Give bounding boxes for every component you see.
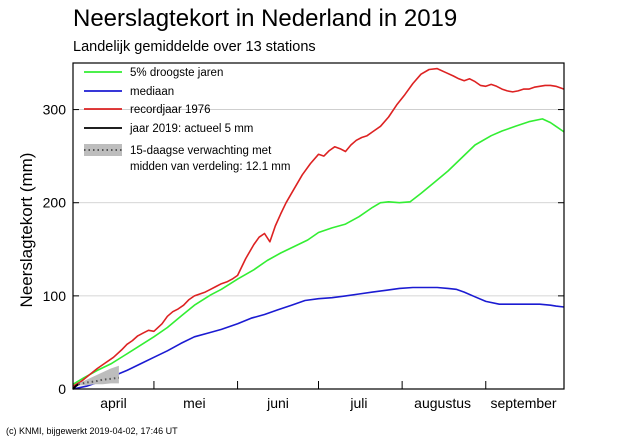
- series-line-mediaan: [72, 286, 565, 390]
- legend: 5% droogste jaren mediaan recordjaar 1976 j…: [84, 67, 290, 173]
- axes: 0 100 200 300 april mei juni juli augustus septem…: [43, 102, 564, 411]
- legend-label: 15-daagse verwachting met: [130, 145, 272, 157]
- plot-area: [72, 67, 565, 390]
- legend-label: jaar 2019: actueel 5 mm: [129, 123, 253, 135]
- credit-text: (c) KNMI, bijgewerkt 2019-04-02, 17:46 U…: [6, 426, 178, 436]
- legend-label: mediaan: [130, 86, 174, 98]
- legend-label: 5% droogste jaren: [130, 67, 223, 79]
- y-tick-label: 0: [58, 381, 66, 397]
- chart-subtitle: Landelijk gemiddelde over 13 stations: [73, 39, 316, 55]
- gridlines: [73, 109, 564, 297]
- x-tick-label: augustus: [414, 395, 471, 411]
- y-tick-label: 200: [43, 195, 67, 211]
- y-axis-label: Neerslagtekort (mm): [17, 153, 36, 308]
- x-tick-label: juni: [266, 395, 289, 411]
- x-tick-label: juli: [349, 395, 367, 411]
- x-tick-label: september: [490, 395, 556, 411]
- y-tick-label: 300: [43, 102, 67, 118]
- forecast-band: [78, 365, 119, 386]
- legend-label-line2: midden van verdeling: 12.1 mm: [130, 161, 290, 173]
- chart-title: Neerslagtekort in Nederland in 2019: [73, 5, 457, 32]
- series-line-recordjaar-1976: [72, 67, 565, 387]
- series-line-jaar-2019-actueel-5-mm: [72, 383, 79, 390]
- series-line-5-droogste-jaren: [72, 118, 565, 385]
- y-tick-label: 100: [43, 288, 67, 304]
- x-tick-label: mei: [183, 395, 206, 411]
- legend-label: recordjaar 1976: [130, 104, 211, 116]
- x-tick-label: april: [100, 395, 126, 411]
